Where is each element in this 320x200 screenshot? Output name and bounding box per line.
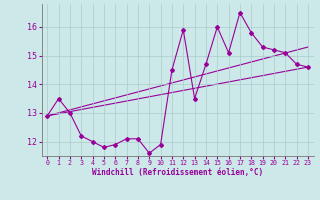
X-axis label: Windchill (Refroidissement éolien,°C): Windchill (Refroidissement éolien,°C) [92, 168, 263, 177]
